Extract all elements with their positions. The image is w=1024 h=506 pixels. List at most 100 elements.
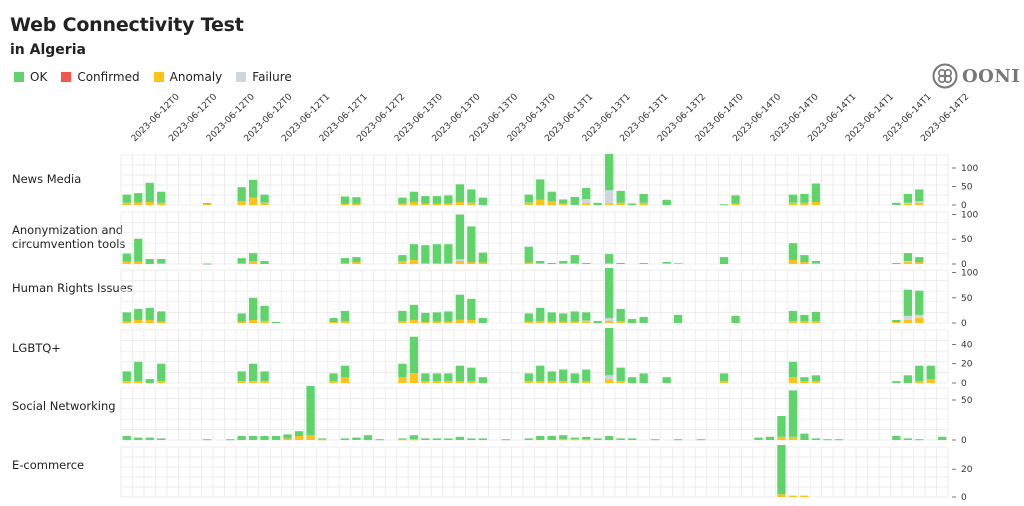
bar-anomaly	[249, 381, 258, 383]
ooni-logo[interactable]: OONI	[932, 63, 1020, 89]
ooni-logo-text: OONI	[962, 65, 1021, 87]
bar-ok	[237, 436, 246, 440]
bar-ok	[547, 263, 556, 264]
bar-ok	[409, 336, 419, 374]
y-tick-label: 100	[961, 269, 978, 279]
legend-item-ok[interactable]: OK	[14, 70, 47, 84]
bar-ok	[421, 312, 430, 322]
bar-anomaly	[605, 379, 614, 383]
bar-ok	[467, 189, 476, 203]
bar-anomaly	[788, 436, 798, 440]
bar-ok	[455, 365, 464, 382]
bar-ok	[203, 263, 212, 265]
bar-ok	[398, 310, 407, 321]
bar-anomaly	[237, 201, 246, 205]
legend-swatch-ok	[14, 72, 24, 82]
bar-anomaly	[467, 320, 476, 323]
bar-ok	[719, 373, 729, 382]
bar-anomaly	[788, 495, 798, 497]
bar-failure	[915, 314, 924, 318]
bar-ok	[915, 290, 924, 315]
bar-ok	[903, 438, 912, 440]
legend-item-confirmed[interactable]: Confirmed	[61, 70, 140, 84]
panel: LGBTQ+ 0 20 40	[12, 328, 973, 389]
bar-anomaly	[547, 201, 556, 205]
bar-ok	[226, 439, 235, 441]
bar-anomaly	[811, 321, 821, 323]
bar-anomaly	[249, 320, 258, 323]
y-tick-label: 100	[961, 164, 978, 174]
y-tick-label: 0	[961, 379, 967, 389]
bar-ok	[811, 183, 821, 202]
bar-ok	[398, 438, 407, 440]
bar-ok	[582, 188, 591, 200]
bar-ok	[249, 436, 258, 440]
bar-anomaly	[444, 381, 453, 383]
bar-ok	[283, 434, 292, 439]
bar-ok	[536, 436, 545, 440]
bar-ok	[260, 194, 269, 203]
bar-ok	[915, 365, 924, 382]
bar-ok	[616, 263, 625, 264]
bar-anomaly	[398, 377, 407, 383]
bar-anomaly	[409, 373, 419, 383]
bar-ok	[524, 313, 533, 322]
bar-ok	[662, 262, 671, 263]
bar-anomaly	[260, 381, 269, 383]
bar-ok	[134, 361, 143, 382]
bar-anomaly	[536, 199, 545, 205]
bar-ok	[892, 381, 901, 383]
y-tick-label: 0	[961, 260, 967, 270]
bar-anomaly	[582, 203, 591, 205]
bar-anomaly	[352, 203, 361, 205]
bar-anomaly	[122, 381, 131, 383]
bar-ok	[605, 268, 614, 318]
legend-item-failure[interactable]: Failure	[236, 70, 292, 84]
bar-ok	[605, 153, 614, 191]
bar-anomaly	[203, 203, 212, 205]
bar-ok	[616, 438, 625, 440]
bar-anomaly	[616, 321, 625, 323]
bar-anomaly	[409, 260, 419, 264]
bar-ok	[455, 184, 464, 203]
bar-anomaly	[122, 261, 131, 264]
bar-anomaly	[788, 321, 798, 323]
bar-ok	[639, 373, 648, 383]
bar-anomaly	[157, 321, 166, 323]
bar-anomaly	[547, 321, 556, 323]
bar-ok	[398, 363, 407, 378]
bar-ok	[421, 438, 430, 440]
bar-ok	[800, 255, 809, 262]
bar-ok	[340, 365, 350, 378]
bar-anomaly	[903, 262, 912, 264]
y-tick-label: 20	[961, 360, 973, 370]
bar-ok	[409, 244, 419, 260]
bar-anomaly	[340, 203, 350, 205]
bar-anomaly	[639, 202, 648, 205]
bar-ok	[157, 259, 166, 263]
bar-anomaly	[536, 263, 545, 264]
bar-ok	[444, 311, 453, 322]
category-label: Social Networking	[12, 399, 116, 413]
bar-ok	[639, 193, 648, 203]
bar-ok	[547, 191, 556, 202]
bar-anomaly	[145, 202, 154, 205]
legend-swatch-failure	[236, 72, 247, 82]
bar-anomaly	[570, 321, 579, 323]
bar-ok	[823, 439, 832, 441]
bar-ok	[593, 438, 602, 440]
bar-ok	[157, 191, 166, 203]
bar-anomaly	[616, 202, 625, 205]
bar-ok	[547, 436, 556, 440]
bar-ok	[593, 202, 602, 205]
bar-anomaly	[582, 321, 591, 323]
legend: OK Confirmed Anomaly Failure	[14, 70, 292, 84]
legend-item-anomaly[interactable]: Anomaly	[153, 70, 222, 84]
bar-ok	[811, 261, 821, 263]
bar-anomaly	[455, 320, 464, 323]
bar-ok	[892, 202, 901, 205]
bar-anomaly	[260, 202, 269, 205]
bar-ok	[237, 187, 246, 202]
bar-anomaly	[398, 321, 407, 323]
bar-ok	[444, 244, 453, 263]
